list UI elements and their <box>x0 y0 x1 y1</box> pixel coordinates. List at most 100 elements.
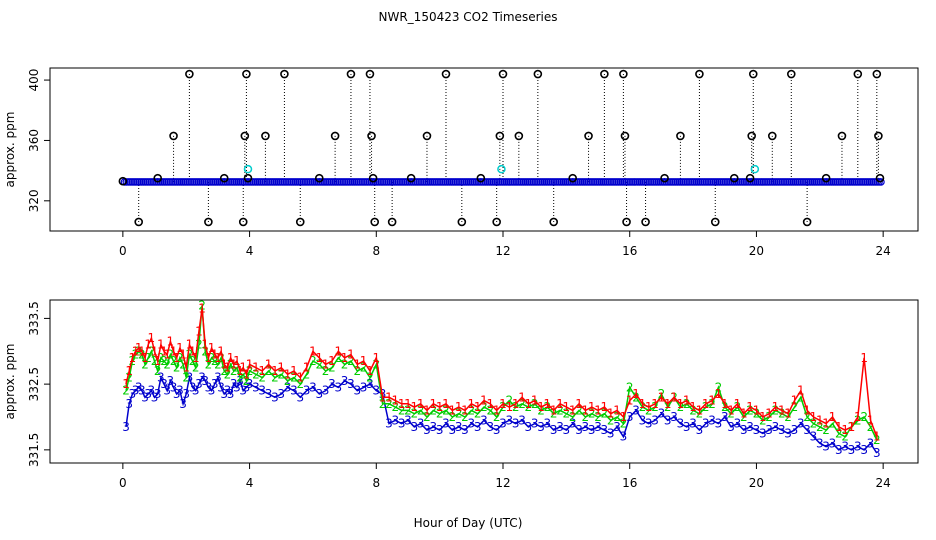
series-marker-3: 3 <box>854 440 862 454</box>
series-marker-2: 2 <box>803 410 811 424</box>
series-marker-1: 1 <box>499 397 507 411</box>
series-marker-3: 3 <box>721 410 729 424</box>
series-marker-1: 1 <box>138 344 146 358</box>
series-marker-2: 2 <box>613 410 621 424</box>
series-marker-1: 1 <box>125 364 133 378</box>
series-marker-2: 2 <box>284 374 292 388</box>
series-marker-3: 3 <box>601 423 609 437</box>
series-marker-2: 2 <box>167 348 175 362</box>
black-point <box>660 173 669 183</box>
series-marker-2: 2 <box>154 364 162 378</box>
black-point <box>295 217 305 227</box>
black-point <box>802 217 812 227</box>
series-marker-3: 3 <box>759 426 767 440</box>
series-marker-1: 1 <box>309 344 317 358</box>
series-marker-1: 1 <box>353 357 361 371</box>
series-marker-3: 3 <box>588 423 596 437</box>
series-marker-2: 2 <box>575 403 583 417</box>
series-marker-3: 3 <box>683 420 691 434</box>
x-tick-label: 12 <box>495 244 510 258</box>
series-marker-1: 1 <box>677 397 685 411</box>
black-point <box>874 131 883 141</box>
series-marker-1: 1 <box>442 397 450 411</box>
black-point <box>365 69 375 79</box>
series-marker-3: 3 <box>176 384 184 398</box>
series-marker-1: 1 <box>873 430 881 444</box>
series-marker-1: 1 <box>746 400 754 414</box>
series-marker-1: 1 <box>803 403 811 417</box>
series-marker-2: 2 <box>588 407 596 421</box>
series-marker-2: 2 <box>594 410 602 424</box>
series-marker-3: 3 <box>309 380 317 394</box>
series-marker-2: 2 <box>163 357 171 371</box>
series-marker-2: 2 <box>683 397 691 411</box>
series-marker-3: 3 <box>487 420 495 434</box>
series-marker-2: 2 <box>816 420 824 434</box>
series-marker-3: 3 <box>563 423 571 437</box>
series-marker-3: 3 <box>322 384 330 398</box>
series-marker-1: 1 <box>220 357 228 371</box>
series-marker-3: 3 <box>284 380 292 394</box>
series-marker-3: 3 <box>835 443 843 457</box>
black-point <box>476 173 486 183</box>
series-marker-2: 2 <box>334 351 342 365</box>
series-marker-3: 3 <box>556 420 564 434</box>
black-point <box>568 173 578 183</box>
series-marker-2: 2 <box>778 407 786 421</box>
black-point <box>875 173 885 183</box>
series-marker-1: 1 <box>765 407 773 421</box>
series-marker-1: 1 <box>132 344 140 358</box>
series-marker-3: 3 <box>122 420 130 434</box>
series-marker-3: 3 <box>360 380 368 394</box>
series-marker-2: 2 <box>214 357 222 371</box>
series-marker-3: 3 <box>626 410 634 424</box>
series-marker-1: 1 <box>759 410 767 424</box>
series-marker-3: 3 <box>404 413 412 427</box>
top-panel: 0 4 8 12 16 20 24 320 360 400 approx. ppm <box>3 67 919 258</box>
x-tick-label: 8 <box>372 244 380 258</box>
series-marker-1: 1 <box>189 344 197 358</box>
series-marker-3: 3 <box>746 420 754 434</box>
series-marker-1: 1 <box>429 397 437 411</box>
series-marker-3: 3 <box>220 387 228 401</box>
series-marker-1: 1 <box>271 364 279 378</box>
black-point <box>747 131 756 141</box>
series-marker-2: 2 <box>841 430 849 444</box>
series-marker-3: 3 <box>499 417 507 431</box>
series-marker-2: 2 <box>157 351 165 365</box>
series-marker-1: 1 <box>198 302 206 316</box>
series-marker-1: 1 <box>848 420 856 434</box>
series-line-2 <box>125 305 878 441</box>
black-point <box>767 131 777 141</box>
series-marker-3: 3 <box>189 380 197 394</box>
series-marker-3: 3 <box>366 377 374 391</box>
series-marker-2: 2 <box>765 410 773 424</box>
series-marker-1: 1 <box>417 397 425 411</box>
series-marker-3: 3 <box>129 387 137 401</box>
series-marker-1: 1 <box>487 397 495 411</box>
series-marker-1: 1 <box>157 338 165 352</box>
series-marker-1: 1 <box>810 410 818 424</box>
series-marker-1: 1 <box>154 354 162 368</box>
black-point <box>219 173 229 183</box>
series-marker-3: 3 <box>347 377 355 391</box>
series-marker-1: 1 <box>544 397 552 411</box>
series-marker-1: 1 <box>594 403 602 417</box>
series-marker-1: 1 <box>192 351 200 365</box>
series-marker-3: 3 <box>436 423 444 437</box>
series-marker-1: 1 <box>410 400 418 414</box>
series-marker-2: 2 <box>360 361 368 375</box>
blue-point <box>877 178 885 186</box>
series-marker-2: 2 <box>721 400 729 414</box>
series-marker-3: 3 <box>341 374 349 388</box>
black-point <box>853 69 863 79</box>
series-marker-2: 2 <box>639 400 647 414</box>
series-marker-2: 2 <box>366 371 374 385</box>
series-marker-1: 1 <box>835 420 843 434</box>
series-marker-3: 3 <box>632 403 640 417</box>
series-marker-2: 2 <box>689 403 697 417</box>
series-marker-2: 2 <box>328 361 336 375</box>
series-marker-3: 3 <box>518 413 526 427</box>
series-marker-2: 2 <box>499 400 507 414</box>
series-marker-3: 3 <box>740 423 748 437</box>
